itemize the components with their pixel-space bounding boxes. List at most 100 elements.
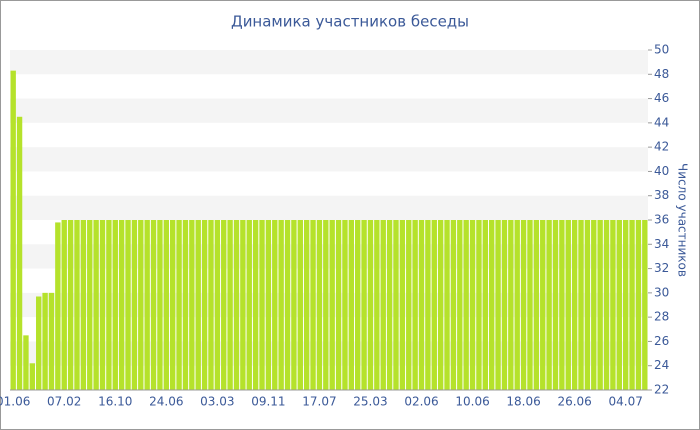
bar bbox=[316, 220, 323, 390]
bar bbox=[16, 116, 23, 391]
bar bbox=[112, 220, 118, 390]
y-tick-label: 30 bbox=[654, 285, 669, 299]
bar bbox=[329, 220, 335, 390]
y-tick-label: 50 bbox=[654, 43, 669, 57]
bar bbox=[565, 220, 571, 390]
x-tick-label: 09.11 bbox=[251, 395, 285, 409]
bar bbox=[291, 220, 297, 390]
bar bbox=[157, 220, 163, 390]
y-tick-label: 42 bbox=[654, 140, 669, 154]
bar bbox=[55, 222, 61, 390]
bar bbox=[278, 220, 284, 390]
bar bbox=[348, 220, 355, 390]
bar bbox=[374, 220, 380, 390]
x-tick-label: 26.06 bbox=[557, 395, 591, 409]
bar bbox=[144, 220, 150, 390]
bar bbox=[342, 220, 348, 390]
bar bbox=[540, 220, 546, 390]
y-tick-label: 34 bbox=[654, 237, 669, 251]
bar bbox=[635, 220, 642, 390]
bar bbox=[610, 220, 616, 390]
bar bbox=[106, 220, 112, 390]
bar bbox=[48, 292, 55, 390]
bar bbox=[425, 220, 431, 390]
bar bbox=[457, 220, 463, 390]
bar bbox=[80, 220, 87, 390]
bar bbox=[61, 220, 67, 390]
bar bbox=[489, 220, 495, 390]
bar bbox=[591, 220, 597, 390]
bar bbox=[559, 220, 565, 390]
bar bbox=[252, 220, 259, 390]
y-tick-label: 36 bbox=[654, 213, 669, 227]
bar bbox=[74, 220, 80, 390]
y-axis-label: Число участников bbox=[676, 163, 690, 277]
bar bbox=[189, 220, 195, 390]
chart-title: Динамика участников беседы bbox=[231, 13, 469, 31]
bar bbox=[412, 220, 418, 390]
x-tick-label: 04.07 bbox=[608, 395, 642, 409]
bar bbox=[284, 220, 291, 390]
bar bbox=[29, 363, 36, 390]
bar bbox=[578, 220, 584, 390]
bar bbox=[546, 220, 552, 390]
bar bbox=[182, 220, 189, 390]
bar bbox=[208, 220, 214, 390]
bar bbox=[482, 220, 488, 390]
bar bbox=[463, 220, 469, 390]
bar bbox=[533, 220, 540, 390]
x-tick-label: 16.10 bbox=[98, 395, 132, 409]
x-tick-label: 07.02 bbox=[47, 395, 81, 409]
bar bbox=[642, 220, 648, 390]
bar bbox=[450, 220, 457, 390]
x-tick-label: 03.03 bbox=[200, 395, 234, 409]
bar bbox=[246, 220, 252, 390]
y-tick-label: 26 bbox=[654, 334, 669, 348]
x-tick-label: 10.06 bbox=[455, 395, 489, 409]
x-tick-label: 25.03 bbox=[353, 395, 387, 409]
bar bbox=[501, 220, 508, 390]
bar bbox=[520, 220, 527, 390]
bar bbox=[150, 220, 157, 390]
bar bbox=[201, 220, 208, 390]
bar bbox=[214, 220, 221, 390]
grid-band bbox=[10, 195, 648, 220]
bar bbox=[23, 335, 29, 390]
bar bbox=[259, 220, 265, 390]
bar bbox=[240, 220, 246, 390]
bar bbox=[380, 220, 386, 390]
grid-band bbox=[10, 244, 648, 269]
bar bbox=[131, 220, 138, 390]
bar bbox=[622, 220, 629, 390]
bar bbox=[99, 220, 106, 390]
bar bbox=[125, 220, 131, 390]
y-tick-label: 28 bbox=[654, 310, 669, 324]
bar bbox=[571, 220, 578, 390]
bar bbox=[469, 220, 476, 390]
bar bbox=[221, 220, 227, 390]
bar bbox=[552, 220, 559, 390]
y-tick-label: 46 bbox=[654, 91, 669, 105]
bar bbox=[36, 296, 42, 390]
bar bbox=[406, 220, 412, 390]
bar bbox=[584, 220, 591, 390]
grid-band bbox=[10, 50, 648, 75]
bar bbox=[431, 220, 437, 390]
y-tick-label: 38 bbox=[654, 188, 669, 202]
bar bbox=[310, 220, 316, 390]
y-tick-label: 22 bbox=[654, 383, 669, 397]
bar bbox=[138, 220, 144, 390]
bar bbox=[10, 70, 16, 391]
bar bbox=[597, 220, 603, 390]
bar bbox=[437, 220, 444, 390]
bar bbox=[476, 220, 482, 390]
bar bbox=[303, 220, 310, 390]
bar bbox=[393, 220, 399, 390]
bar bbox=[323, 220, 329, 390]
bar bbox=[265, 220, 272, 390]
bar bbox=[367, 220, 374, 390]
bar bbox=[297, 220, 303, 390]
bar bbox=[603, 220, 610, 390]
bar bbox=[616, 220, 622, 390]
